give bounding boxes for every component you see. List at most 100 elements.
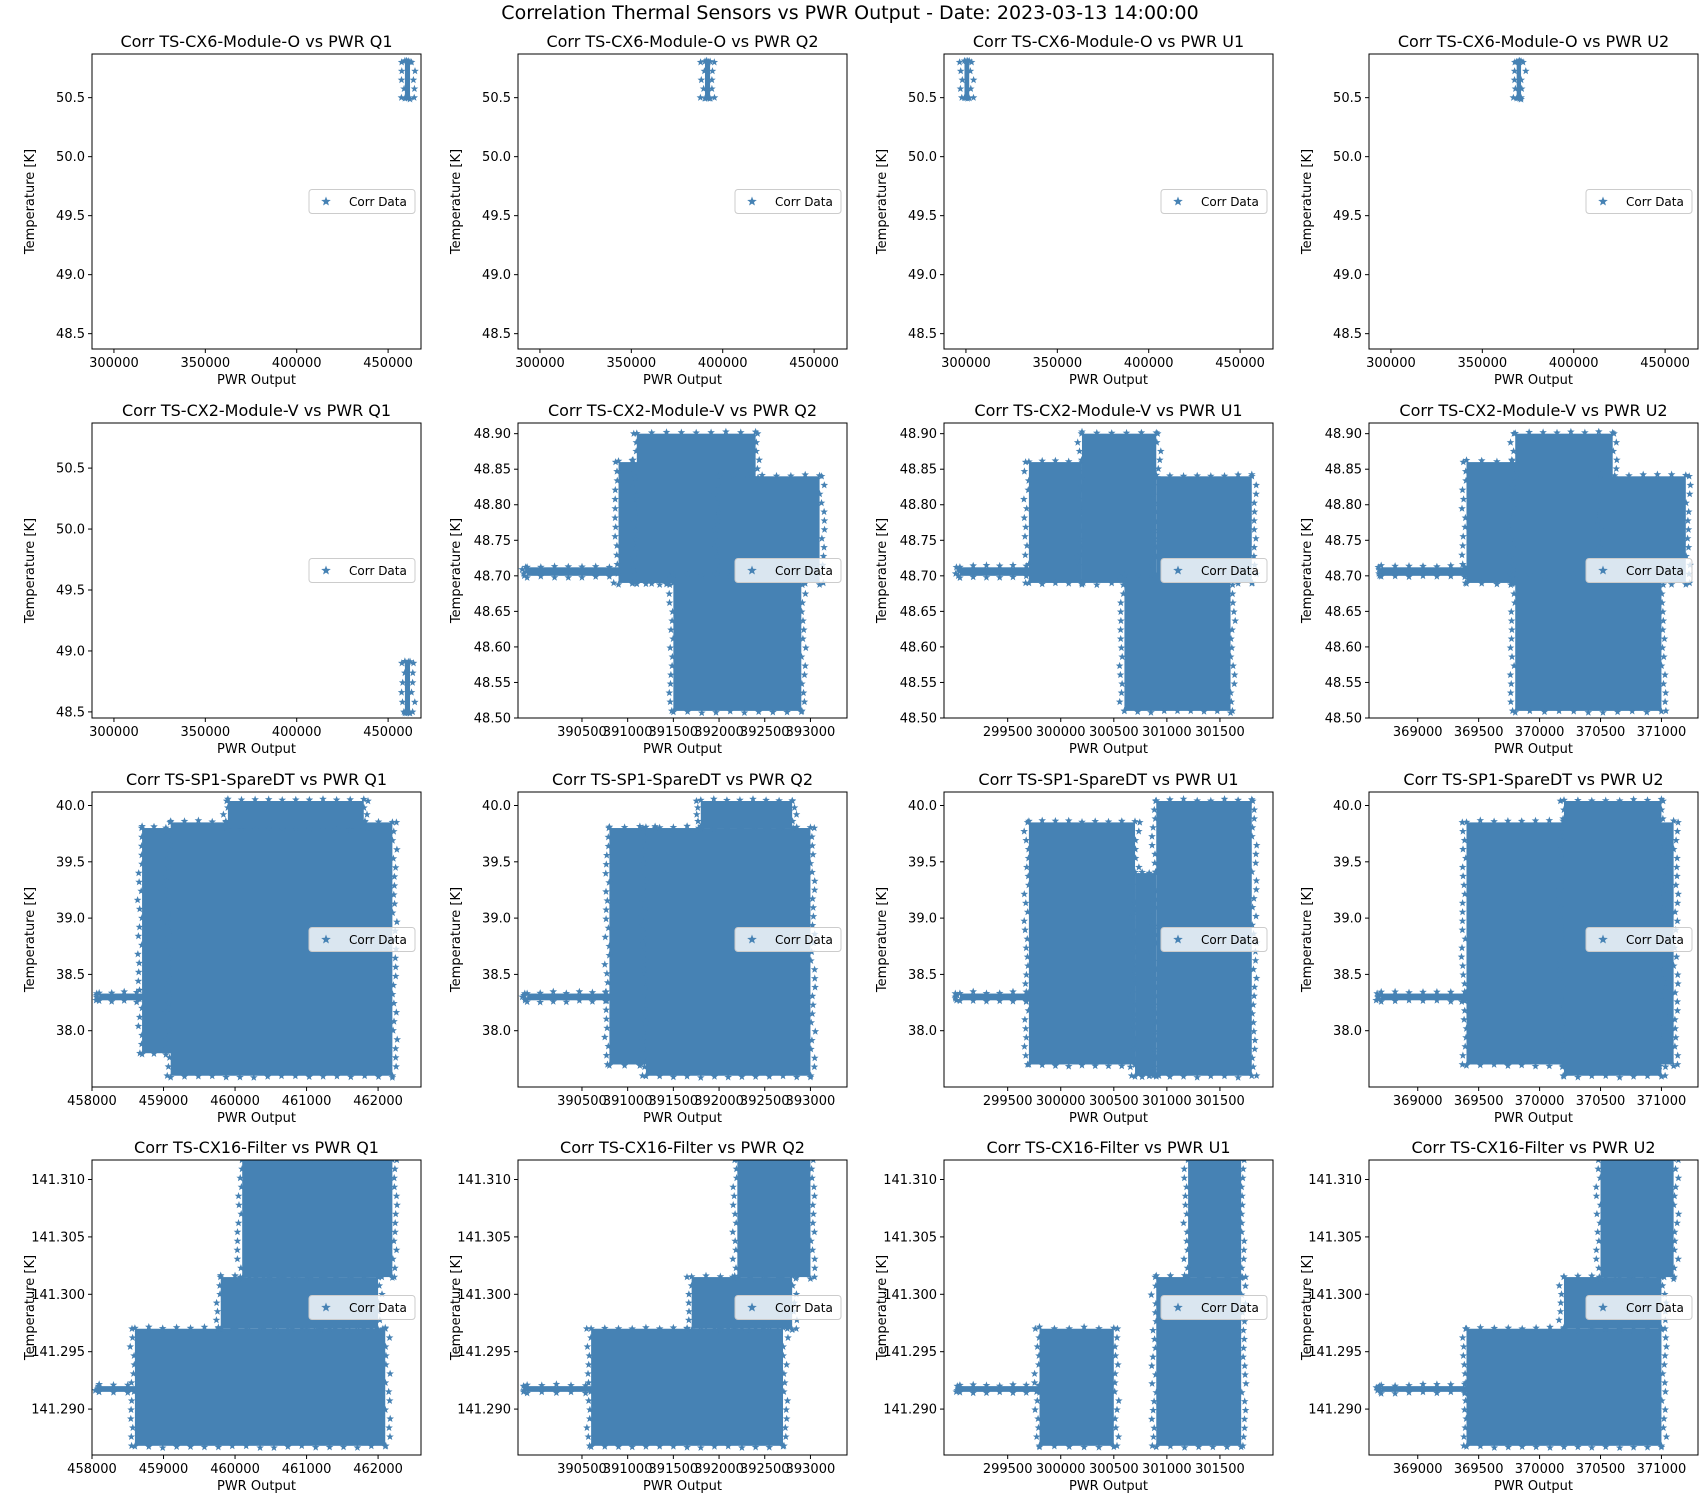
data-point: [726, 707, 734, 715]
data-point: [1558, 974, 1566, 982]
data-point: [135, 1013, 144, 1021]
data-point: [1615, 1443, 1624, 1451]
data-point: [809, 912, 818, 920]
x-tick-label: 391500: [649, 725, 699, 740]
legend: Corr Data: [734, 558, 842, 583]
y-axis-label: Temperature [K]: [449, 1255, 464, 1361]
data-point: [1507, 607, 1516, 616]
data-point: [1545, 816, 1554, 824]
data-point: [1248, 1071, 1256, 1080]
data-point: [1035, 1443, 1044, 1451]
data-point: [392, 1062, 400, 1070]
data-point: [729, 1201, 737, 1209]
data-point: [1033, 1396, 1042, 1404]
y-tick-label: 48.55: [1325, 676, 1362, 691]
data-point: [1112, 1423, 1120, 1431]
data-point: [361, 817, 369, 825]
data-point: [1193, 1073, 1201, 1081]
data-point: [1462, 1061, 1471, 1069]
data-point: [587, 1324, 595, 1332]
data-point: [1461, 1423, 1469, 1431]
data-point: [638, 1036, 647, 1044]
data-point: [605, 942, 614, 950]
data-point: [581, 1381, 590, 1389]
data-point: [952, 563, 961, 571]
y-tick-label: 49.5: [56, 209, 85, 224]
data-point: [820, 516, 829, 524]
data-point: [1111, 1378, 1119, 1386]
y-tick-label: 48.55: [474, 676, 511, 691]
data-point: [1459, 872, 1467, 880]
data-point: [1525, 428, 1533, 436]
data-point: [697, 1443, 705, 1451]
data-point: [723, 824, 731, 832]
data-point: [614, 1442, 623, 1450]
data-point: [166, 836, 175, 844]
data-point: [381, 1378, 390, 1386]
data-point: [1180, 1255, 1188, 1263]
y-tick-label: 39.5: [482, 855, 511, 870]
x-tick-label: 370500: [1576, 725, 1626, 740]
data-point: [1476, 816, 1485, 824]
data-point: [1373, 989, 1381, 997]
data-point: [1509, 508, 1517, 516]
legend-box: [734, 558, 842, 583]
data-point: [1147, 912, 1156, 920]
data-point: [138, 1050, 146, 1058]
data-point: [134, 950, 142, 958]
data-point: [669, 1323, 678, 1331]
data-point: [1574, 1073, 1582, 1081]
data-point: [614, 569, 622, 577]
data-point: [655, 1442, 664, 1450]
y-tick-label: 50.0: [482, 150, 511, 165]
y-tick-label: 48.75: [474, 534, 511, 549]
data-point: [163, 1071, 171, 1079]
legend-marker: [1173, 934, 1183, 944]
data-point: [780, 1369, 788, 1377]
axes-frame: [1368, 53, 1699, 350]
data-point: [1064, 1062, 1073, 1070]
subplot-11: 299500 300000 300500 301000 30150038.038.539…: [875, 770, 1274, 1126]
data-point: [1509, 447, 1518, 455]
data-point: [956, 1383, 964, 1391]
data-point: [1639, 470, 1647, 478]
data-point: [1122, 428, 1131, 437]
data-point: [1193, 796, 1201, 804]
data-point: [724, 1442, 732, 1450]
data-point: [536, 998, 544, 1006]
data-point: [700, 67, 709, 75]
data-point: [385, 1423, 393, 1431]
data-point: [683, 1273, 691, 1281]
data-point: [578, 573, 586, 581]
data-point: [1560, 1072, 1568, 1080]
data-point: [1156, 456, 1164, 464]
data-point: [1629, 1443, 1638, 1451]
data-point: [1020, 495, 1028, 503]
data-point: [1075, 447, 1084, 455]
y-tick-label: 48.90: [900, 427, 937, 442]
data-point: [549, 997, 558, 1005]
data-point: [1150, 805, 1159, 814]
legend-label: Corr Data: [1201, 1301, 1259, 1315]
data-point: [952, 1387, 961, 1396]
data-point: [164, 854, 173, 862]
data-point: [1151, 983, 1160, 991]
data-point: [137, 1040, 146, 1048]
data-point: [1558, 947, 1567, 955]
data-point: [400, 707, 408, 716]
data-point: [1073, 552, 1082, 560]
data-point: [1460, 836, 1469, 844]
data-point: [697, 796, 705, 804]
data-point: [611, 495, 619, 503]
data-point: [1613, 707, 1622, 716]
x-tick-label: 392500: [740, 1094, 790, 1109]
data-point: [408, 678, 417, 686]
data-point: [711, 525, 720, 533]
data-point: [820, 543, 828, 551]
data-point: [1022, 562, 1031, 570]
data-point: [1126, 1062, 1135, 1071]
data-point: [808, 1009, 817, 1017]
data-point: [1152, 1388, 1161, 1396]
data-point: [1148, 1379, 1156, 1387]
data-point: [1120, 571, 1129, 579]
